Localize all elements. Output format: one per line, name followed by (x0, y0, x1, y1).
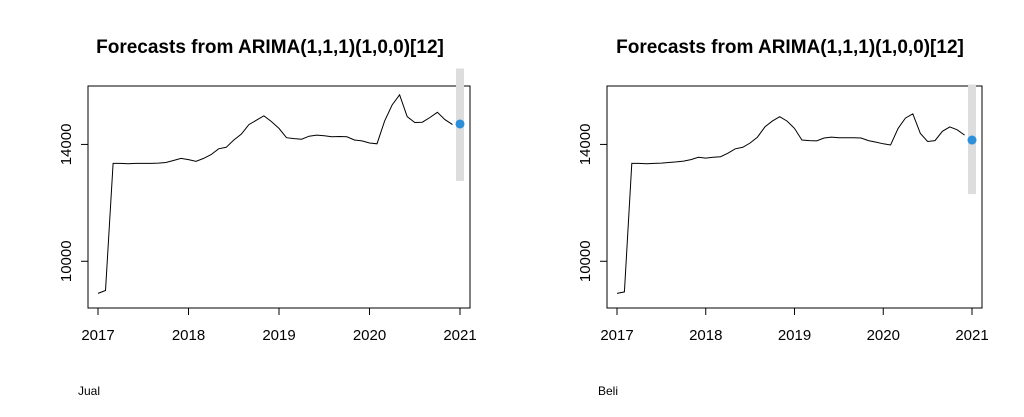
chart-panel-beli: Forecasts from ARIMA(1,1,1)(1,0,0)[12] 2… (512, 0, 1024, 417)
x-tick-label: 2017 (81, 327, 114, 344)
x-tick-label: 2019 (778, 327, 811, 344)
series-line (97, 93, 453, 294)
y-tick-label: 14000 (577, 124, 594, 166)
x-tick-label: 2020 (867, 327, 900, 344)
series-line (616, 113, 965, 294)
x-tick-label: 2018 (172, 327, 205, 344)
chart-caption-beli: Beli (598, 384, 619, 398)
plot-frame (87, 85, 471, 309)
forecast-point (967, 135, 977, 145)
x-tick-label: 2017 (600, 327, 633, 344)
x-tick-label: 2020 (353, 327, 386, 344)
x-tick-label: 2018 (689, 327, 722, 344)
forecast-chart-jual: Forecasts from ARIMA(1,1,1)(1,0,0)[12] 2… (58, 37, 477, 344)
plot-frame (606, 85, 983, 309)
forecast-chart-beli: Forecasts from ARIMA(1,1,1)(1,0,0)[12] 2… (577, 37, 989, 344)
x-tick-label: 2021 (443, 327, 476, 344)
y-tick-label: 10000 (58, 240, 75, 282)
x-tick-label: 2021 (955, 327, 988, 344)
chart-caption-jual: Jual (78, 384, 101, 398)
chart-title: Forecasts from ARIMA(1,1,1)(1,0,0)[12] (616, 37, 964, 58)
x-tick-label: 2019 (262, 327, 295, 344)
chart-title: Forecasts from ARIMA(1,1,1)(1,0,0)[12] (96, 37, 444, 58)
chart-panel-jual: Forecasts from ARIMA(1,1,1)(1,0,0)[12] 2… (58, 37, 477, 398)
y-tick-label: 14000 (58, 124, 75, 166)
forecast-point (455, 119, 465, 129)
y-tick-label: 10000 (577, 240, 594, 282)
